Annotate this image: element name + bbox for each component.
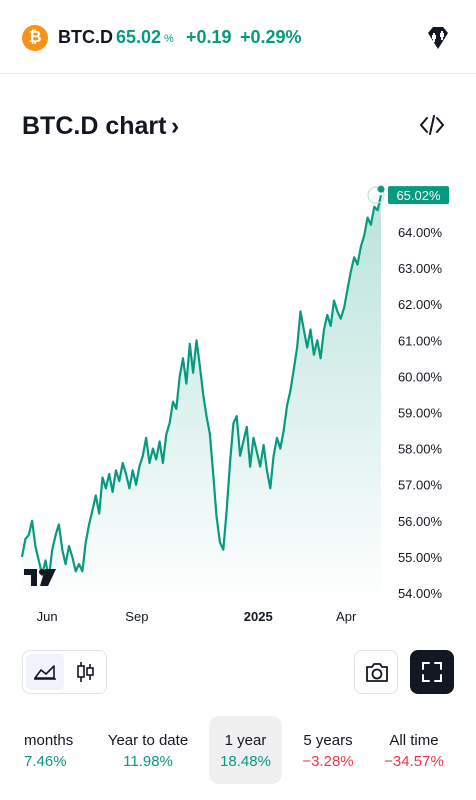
range-label: All time <box>389 732 439 749</box>
y-tick-label: 63.00% <box>398 261 443 276</box>
tradingview-logo-icon <box>24 569 56 586</box>
last-point-dot <box>377 185 385 193</box>
range-value: 18.48% <box>220 753 271 770</box>
x-tick-label: 2025 <box>244 609 273 624</box>
performance-ranges: months 7.46% Year to date 11.98% 1 year … <box>0 716 476 784</box>
price-change: +0.19 <box>186 27 232 47</box>
btc-dominance-chart[interactable]: 54.00% 55.00% 56.00% 57.00% 58.00% 59.00% 60.0… <box>0 180 476 630</box>
range-all-time[interactable]: All time −34.57% <box>374 716 454 784</box>
candlestick-icon <box>77 662 94 682</box>
range-label: months <box>24 732 74 749</box>
range-year-to-date[interactable]: Year to date 11.98% <box>96 716 200 784</box>
price-change-percent: +0.29% <box>240 27 302 47</box>
y-tick-label: 62.00% <box>398 297 443 312</box>
y-tick-label: 61.00% <box>398 333 443 348</box>
area-chart-button[interactable] <box>26 654 64 690</box>
range-months[interactable]: months 7.46% <box>0 716 92 784</box>
range-value: 7.46% <box>24 753 67 770</box>
range-label: 5 years <box>303 732 353 749</box>
y-tick-label: 56.00% <box>398 514 443 529</box>
x-tick-label: Sep <box>125 609 148 624</box>
last-value-label: 65.02% <box>396 188 441 203</box>
y-tick-label: 54.00% <box>398 586 443 601</box>
chart-title-row[interactable]: BTC.D chart › <box>22 112 179 141</box>
x-tick-label: Jun <box>37 609 58 624</box>
area-chart-icon <box>34 665 56 680</box>
y-tick-label: 64.00% <box>398 225 443 240</box>
chevron-right-icon: › <box>170 112 180 140</box>
y-tick-label: 57.00% <box>398 478 443 493</box>
range-1-year[interactable]: 1 year 18.48% <box>209 716 282 784</box>
chart-type-toggle <box>22 650 107 694</box>
range-value: −3.28% <box>302 753 354 770</box>
range-value: −34.57% <box>384 753 444 770</box>
page-title[interactable]: BTC.D chart <box>22 112 167 140</box>
shield-logo-icon[interactable] <box>424 24 452 52</box>
symbol-price: 65.02 <box>116 27 162 47</box>
snapshot-button[interactable] <box>354 650 398 694</box>
range-5-years[interactable]: 5 years −3.28% <box>290 716 366 784</box>
range-value: 11.98% <box>123 753 173 770</box>
symbol-ticker[interactable]: BTC.D <box>58 27 113 47</box>
area-fill <box>22 195 381 605</box>
y-tick-label: 58.00% <box>398 442 443 457</box>
camera-icon <box>366 663 388 682</box>
last-value-badge <box>388 186 449 205</box>
price-unit: % <box>164 33 174 45</box>
range-label: 1 year <box>224 732 267 749</box>
fullscreen-icon <box>422 662 442 682</box>
range-label: Year to date <box>107 732 189 749</box>
series-line <box>20 194 383 580</box>
y-tick-label: 55.00% <box>398 550 443 565</box>
y-tick-label: 60.00% <box>398 369 443 384</box>
y-tick-label: 59.00% <box>398 406 443 421</box>
fullscreen-button[interactable] <box>410 650 454 694</box>
symbol-header: ₿ BTC.D 65.02 % +0.19 +0.29% <box>0 0 476 74</box>
last-point-halo <box>367 186 385 204</box>
bitcoin-coin-icon: ₿ <box>22 25 48 51</box>
code-embed-icon[interactable] <box>418 113 446 137</box>
x-tick-label: Apr <box>336 609 357 624</box>
candles-button[interactable] <box>66 654 104 690</box>
